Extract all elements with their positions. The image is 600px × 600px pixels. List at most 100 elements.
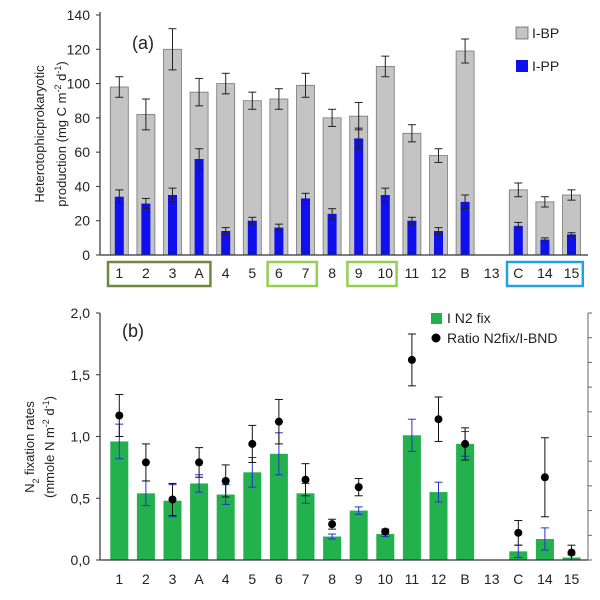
bar-n2fix-4 <box>216 494 235 560</box>
panel-a-legend: I-BP I-PP <box>515 25 559 74</box>
legend-label-n2fix: I N2 fix <box>447 310 491 326</box>
panel-b: 0,00,51,01,52,0 1 2 3 A 4 5 6 7 8 9 10 11 12 B 13 C 14 15… <box>22 305 592 587</box>
panel-b-ylabel-line1: N2 fixation rates <box>22 401 41 493</box>
panel-a-ytick-label: 20 <box>74 213 90 229</box>
point-ratio-15 <box>567 548 576 557</box>
bar-n2fix-A <box>190 483 209 560</box>
panel-a-ylabel-sup2: -1 <box>53 66 63 74</box>
bar-ipp-2 <box>141 203 151 255</box>
panel-a-ytick-label: 140 <box>67 7 91 23</box>
panel-b-ytick-label: 0,5 <box>71 490 91 506</box>
bar-ipp-4 <box>221 231 231 255</box>
bar-ipp-C <box>513 225 523 255</box>
point-ratio-9 <box>354 483 363 492</box>
panel-a-xtick-6: 6 <box>275 265 283 281</box>
bar-ipp-B <box>460 201 470 255</box>
panel-b-legend: I N2 fix Ratio N2fix/I-BND <box>431 310 557 346</box>
panel-b-ylabel-sub: 2 <box>31 478 41 483</box>
panel-b-xtick-7: 7 <box>302 571 310 587</box>
bar-n2fix-8 <box>323 536 342 560</box>
panel-a-xtick-15: 15 <box>564 265 580 281</box>
bar-n2fix-1 <box>110 441 129 560</box>
panel-a-xtick-11: 11 <box>405 265 420 281</box>
panel-a-xtick-3: 3 <box>169 265 177 281</box>
group-box-1 <box>266 260 319 288</box>
point-ratio-2 <box>141 458 150 467</box>
panel-a-ytick-label: 60 <box>74 144 90 160</box>
point-ratio-6 <box>274 417 283 426</box>
panel-b-ylabel-fix: fixation rates <box>22 401 37 479</box>
panel-b-ytick-label: 1,5 <box>71 367 91 383</box>
panel-b-xtick-5: 5 <box>248 571 256 587</box>
panel-b-ylabel-end: ) <box>42 396 57 400</box>
bar-ipp-3 <box>168 195 177 255</box>
panel-a-ytick-label: 80 <box>74 110 90 126</box>
point-ratio-7 <box>301 475 310 484</box>
legend-swatch-n2fix <box>431 313 442 324</box>
legend-label-ibp: I-BP <box>532 25 559 41</box>
bar-ipp-9 <box>354 138 364 255</box>
panel-a-xtick-12: 12 <box>431 265 447 281</box>
point-ratio-12 <box>434 415 443 424</box>
panel-b-tag: (b) <box>122 321 144 341</box>
point-ratio-14 <box>540 473 549 482</box>
bar-ipp-6 <box>274 227 284 255</box>
bar-ipp-A <box>194 159 204 255</box>
panel-a-xtick-B: B <box>460 265 469 281</box>
point-ratio-11 <box>407 355 416 364</box>
panel-a-xtick-8: 8 <box>328 265 336 281</box>
bar-n2fix-10 <box>376 534 395 560</box>
legend-marker-ratio <box>431 333 441 343</box>
bar-ipp-8 <box>327 213 337 255</box>
panel-b-xtick-C: C <box>513 571 523 587</box>
panel-a-xtick-9: 9 <box>355 265 363 281</box>
panel-a-ytick-label: 0 <box>82 247 90 263</box>
panel-a-xtick-C: C <box>513 265 523 281</box>
panel-a-ylabel-text: production (mg C m <box>54 93 69 207</box>
point-ratio-3 <box>168 495 177 504</box>
bar-n2fix-11 <box>402 435 421 560</box>
panel-a-ytick-label: 100 <box>67 76 91 92</box>
panel-b-ylabel-sup1: -2 <box>41 419 51 427</box>
bar-ipp-10 <box>380 195 390 255</box>
panel-b-xtick-6: 6 <box>275 571 283 587</box>
point-ratio-4 <box>221 476 230 485</box>
panel-b-xtick-10: 10 <box>378 571 394 587</box>
bar-ipp-15 <box>567 234 576 255</box>
bar-n2fix-5 <box>243 472 262 560</box>
point-ratio-A <box>195 458 204 467</box>
panel-b-ytick-label: 2,0 <box>71 305 91 321</box>
panel-a-ylabel-sup1: -2 <box>53 85 63 93</box>
legend-swatch-ipp <box>516 60 528 72</box>
panel-b-xtick-2: 2 <box>142 571 150 587</box>
panel-b-xtick-15: 15 <box>564 571 580 587</box>
point-ratio-1 <box>115 411 124 420</box>
bar-n2fix-9 <box>349 510 368 560</box>
panel-b-ylabel-text: (mmole N m <box>42 427 57 498</box>
panel-b-ylabel-n: N <box>22 483 37 492</box>
bar-ipp-1 <box>114 196 124 255</box>
panel-a-xtick-1: 1 <box>115 265 123 281</box>
panel-a-ytick-label: 120 <box>67 41 91 57</box>
panel-a-xtick-7: 7 <box>302 265 310 281</box>
bar-ipp-12 <box>434 231 443 255</box>
panel-a-xtick-10: 10 <box>378 265 394 281</box>
panel-a-ylabel-line1: Heterotophicprokaryotic <box>32 65 47 203</box>
panel-b-ylabel-mid: d <box>42 408 57 419</box>
point-ratio-B <box>461 439 470 448</box>
panel-b-xtick-14: 14 <box>537 571 553 587</box>
point-ratio-10 <box>381 527 390 536</box>
panel-b-ytick-label: 1,0 <box>71 429 91 445</box>
point-ratio-5 <box>248 439 257 448</box>
panel-a-ylabel-end: ) <box>54 61 69 65</box>
panel-b-xtick-13: 13 <box>484 571 500 587</box>
bar-ipp-14 <box>540 239 550 255</box>
bar-ipp-5 <box>247 220 257 255</box>
panel-b-xtick-A: A <box>194 571 204 587</box>
panel-b-xtick-4: 4 <box>222 571 230 587</box>
panel-b-xtick-B: B <box>460 571 469 587</box>
panel-a-ytick-label: 40 <box>74 178 90 194</box>
panel-a-xtick-4: 4 <box>222 265 230 281</box>
